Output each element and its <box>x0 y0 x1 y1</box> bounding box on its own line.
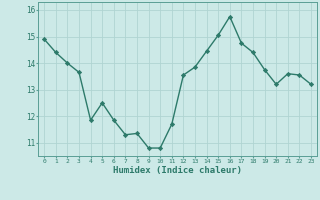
X-axis label: Humidex (Indice chaleur): Humidex (Indice chaleur) <box>113 166 242 175</box>
